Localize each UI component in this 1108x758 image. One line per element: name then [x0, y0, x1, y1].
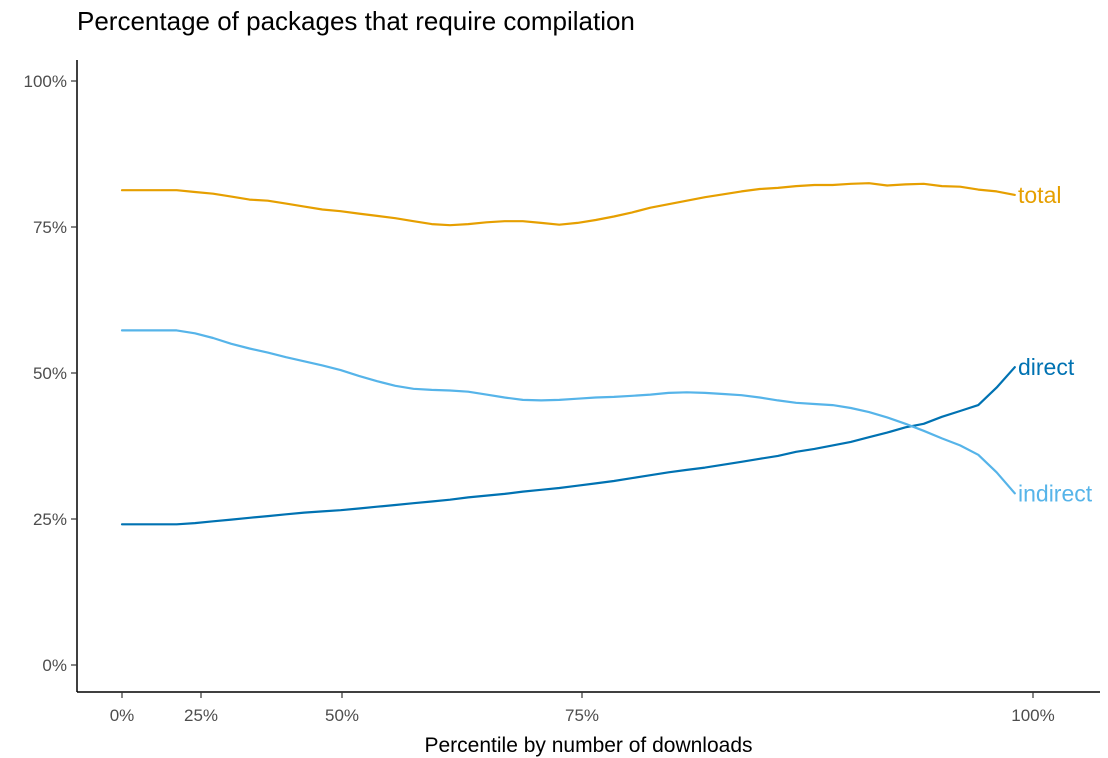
x-tick-label: 75% [565, 706, 599, 725]
series-label-indirect: indirect [1018, 480, 1093, 506]
x-tick-label: 50% [325, 706, 359, 725]
series-line-direct [120, 366, 1016, 526]
y-tick-label: 75% [33, 218, 67, 237]
series-line-indirect [120, 329, 1016, 495]
x-axis-title: Percentile by number of downloads [424, 734, 752, 757]
series-layer: total direct indirect [120, 182, 1093, 526]
y-tick-label: 0% [42, 656, 67, 675]
y-tick-label: 100% [24, 72, 67, 91]
series-label-direct: direct [1018, 354, 1075, 380]
x-tick-label: 100% [1011, 706, 1054, 725]
x-tick-label: 25% [184, 706, 218, 725]
y-tick-label: 50% [33, 364, 67, 383]
x-axis: 0% 25% 50% 75% 100% [77, 691, 1100, 725]
x-tick-label: 0% [110, 706, 135, 725]
y-axis: 0% 25% 50% 75% 100% [24, 60, 78, 692]
series-line-total [120, 182, 1016, 227]
series-label-total: total [1018, 182, 1061, 208]
y-tick-label: 25% [33, 510, 67, 529]
chart-title: Percentage of packages that require comp… [77, 6, 635, 36]
